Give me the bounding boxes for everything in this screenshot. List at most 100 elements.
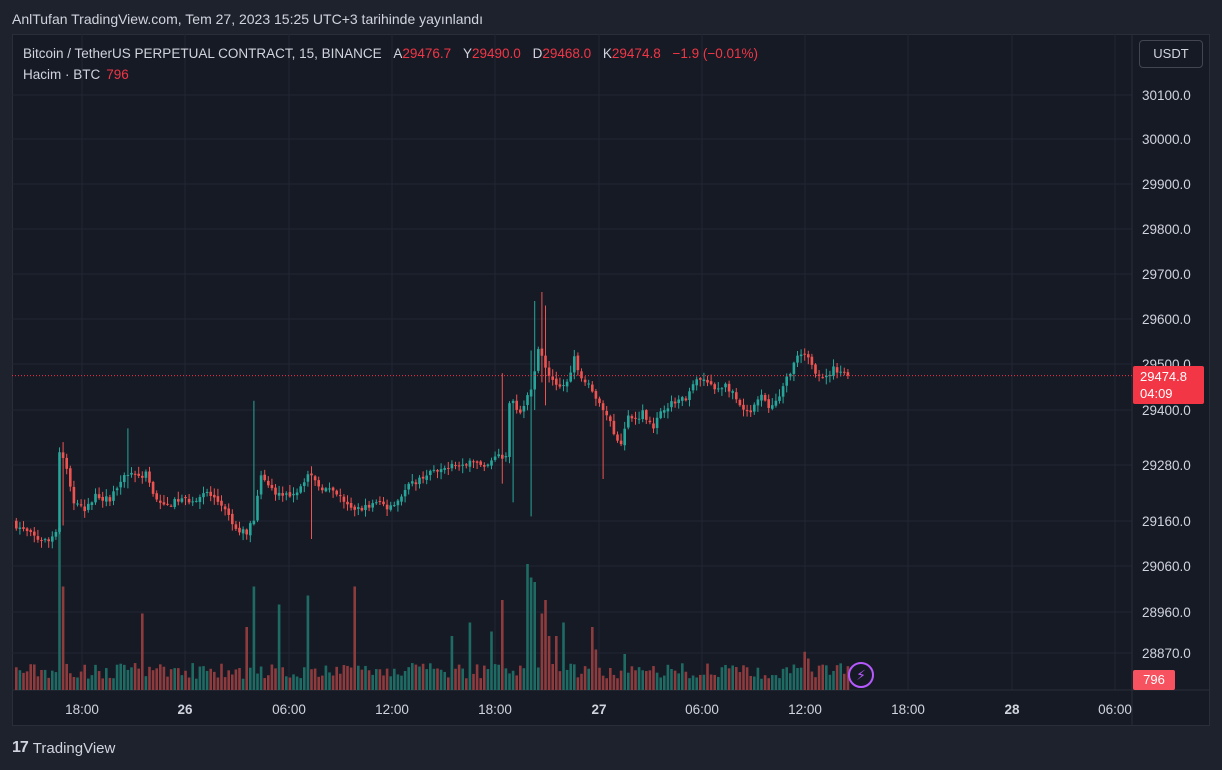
volume-bar <box>475 664 479 690</box>
price-axis[interactable]: 30100.0 30000.0 29900.0 29800.0 29700.0 29600… <box>1142 88 1191 661</box>
candle-body <box>371 503 374 508</box>
candle-body <box>33 531 36 536</box>
candle-body <box>360 507 364 511</box>
volume-bar <box>601 675 605 690</box>
volume-bar <box>321 675 324 690</box>
candle-body <box>285 493 288 495</box>
bar-countdown: 04:09 <box>1140 386 1173 401</box>
volume-bar <box>713 674 716 690</box>
volume-bar <box>137 668 140 690</box>
volume-bar <box>540 613 544 690</box>
candle-body <box>43 539 47 541</box>
candle-body <box>695 379 698 386</box>
volume-bar <box>425 669 428 690</box>
candle-body <box>263 474 266 481</box>
volume-bar <box>371 674 374 690</box>
candle-body <box>443 468 446 470</box>
lightning-bolt-icon[interactable]: ⚡ <box>848 662 874 688</box>
candle-body <box>353 506 356 510</box>
candle-body <box>447 467 450 469</box>
volume-bar <box>357 665 360 690</box>
candle-body <box>69 468 72 487</box>
candle-body <box>349 503 353 508</box>
volume-bar <box>72 677 76 690</box>
volume-bar <box>742 665 745 690</box>
high-value: 29490.0 <box>471 46 521 61</box>
candle-body <box>515 400 518 410</box>
volume-bar <box>382 675 385 690</box>
candle-body <box>497 454 500 457</box>
volume-bar <box>151 670 155 690</box>
candle-body <box>223 506 227 510</box>
volume-bar <box>835 665 839 690</box>
volume-bar <box>803 651 806 690</box>
candle-body <box>789 373 792 377</box>
candle-body <box>501 454 504 459</box>
volume-bar <box>274 668 277 690</box>
candle-body <box>403 490 407 497</box>
symbol-name[interactable]: Bitcoin / TetherUS PERPETUAL CONTRACT, 1… <box>23 46 382 61</box>
footer-brand[interactable]: 17 TradingView <box>12 739 115 757</box>
volume-bar <box>33 664 36 690</box>
volume-bar <box>277 604 281 690</box>
candles <box>15 292 850 549</box>
volume-bar <box>501 600 504 690</box>
volume-label[interactable]: Hacim · BTC <box>23 67 101 82</box>
candle-body <box>267 480 270 486</box>
volume-bar <box>18 670 22 690</box>
candle-body <box>569 372 572 382</box>
candle-body <box>605 410 608 416</box>
volume-bar <box>101 678 104 690</box>
volume-bar <box>393 668 396 690</box>
time-axis[interactable]: 18:00 26 06:00 12:00 18:00 27 06:00 12:00 18:00 2… <box>65 702 1132 717</box>
volume-bar <box>609 667 612 690</box>
candle-body <box>205 492 209 494</box>
candle-body <box>594 391 598 399</box>
volume-bar <box>205 670 209 690</box>
price-chart[interactable]: 30100.0 30000.0 29900.0 29800.0 29700.0 29600… <box>12 34 1210 726</box>
volume-bar <box>353 586 356 690</box>
candle-body <box>825 375 828 378</box>
candle-body <box>396 500 400 506</box>
candle-body <box>65 457 68 469</box>
volume-bar <box>709 674 713 690</box>
candle-body <box>173 499 176 507</box>
candle-body <box>573 356 576 373</box>
currency-button[interactable]: USDT <box>1139 40 1203 68</box>
candle-body <box>529 389 533 397</box>
volume-bar <box>259 666 263 690</box>
candle-body <box>76 503 79 505</box>
candle-body <box>324 488 328 492</box>
volume-bar <box>403 670 407 690</box>
candle-body <box>533 371 536 390</box>
candle-body <box>375 502 378 504</box>
volume-bar <box>555 636 558 690</box>
volume-bar <box>299 678 302 690</box>
candle-body <box>684 398 688 401</box>
candle-body <box>526 395 529 406</box>
volume-bar <box>767 678 770 690</box>
volume-bar <box>447 677 450 690</box>
candle-body <box>72 486 76 504</box>
candle-body <box>36 536 40 540</box>
candle-body <box>655 417 659 428</box>
volume-bar <box>360 669 364 690</box>
volume-bar <box>684 671 688 690</box>
volume-bar <box>450 636 454 690</box>
volume-bar <box>162 666 166 690</box>
volume-bar <box>457 664 461 690</box>
candle-body <box>799 354 803 357</box>
candle-body <box>317 480 320 487</box>
volume-bar <box>324 665 328 690</box>
volume-bar <box>659 677 662 690</box>
volume-bar <box>616 678 619 690</box>
candle-body <box>717 388 720 390</box>
volume-bar <box>54 672 58 690</box>
volume-bar <box>439 669 443 690</box>
volume-bar <box>515 675 518 690</box>
time-tick-label: 26 <box>177 702 193 717</box>
candle-body <box>828 375 832 377</box>
candle-body <box>673 401 677 404</box>
candle-body <box>745 410 749 412</box>
volume-bar <box>69 673 72 690</box>
